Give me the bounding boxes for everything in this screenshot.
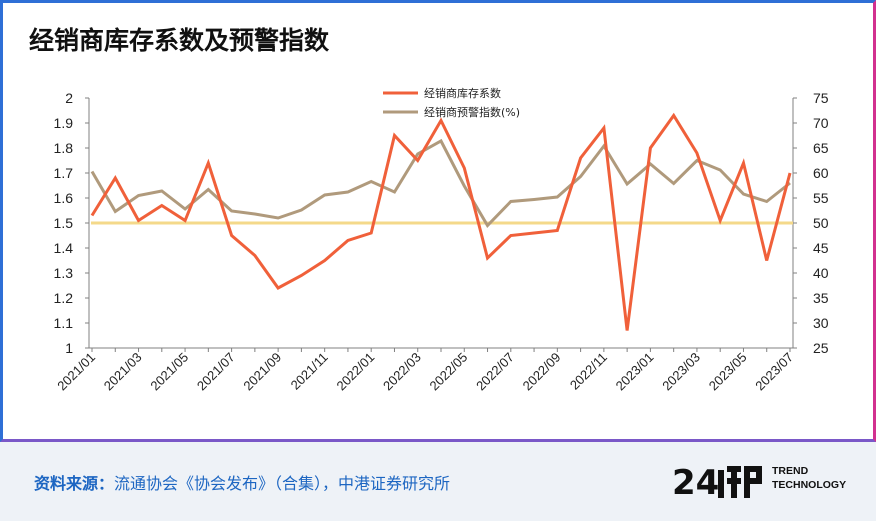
y-left-tick-label: 1.2 (54, 290, 74, 306)
y-left-tick-label: 1.5 (54, 215, 74, 231)
footer: 资料来源：流通协会《协会发布》（合集），中港证券研究所 24 TREND TEC… (0, 442, 876, 521)
y-left-tick-label: 1.3 (54, 265, 74, 281)
source-label: 资料来源： (34, 474, 115, 493)
series-line-warning (90, 138, 791, 228)
source-note: 资料来源：流通协会《协会发布》（合集），中港证券研究所 (34, 470, 450, 494)
x-tick-label: 2023/05 (706, 350, 750, 394)
x-tick-label: 2022/11 (567, 350, 610, 393)
y-right-tick-label: 75 (813, 90, 829, 106)
y-left-tick-label: 1.1 (54, 315, 74, 331)
y-right-tick-label: 45 (813, 240, 829, 256)
brand-logo-text: TREND TECHNOLOGY (772, 464, 846, 492)
x-tick-label: 2022/07 (473, 350, 517, 394)
x-tick-label: 2022/01 (333, 350, 377, 394)
y-right-tick-label: 35 (813, 290, 829, 306)
source-text: 流通协会《协会发布》（合集），中港证券研究所 (114, 474, 451, 493)
x-tick-label: 2023/01 (613, 350, 657, 394)
brand-line-2: TECHNOLOGY (772, 479, 847, 491)
line-chart: 1 1.1 1.2 1.3 1.4 1.5 1.6 1.7 1.8 1.9 2 25 30 35 40 45 5… (54, 86, 829, 394)
x-tick-label: 2022/03 (380, 350, 424, 394)
x-tick-label: 2021/01 (54, 350, 98, 394)
x-tick-label: 2023/03 (659, 350, 703, 394)
x-tick-label: 2021/07 (194, 350, 238, 394)
y-left-tick-label: 2 (65, 90, 73, 106)
x-tick-label: 2023/07 (752, 350, 796, 394)
x-tick-label: 2021/03 (101, 350, 145, 394)
y-left-tick-label: 1.6 (54, 190, 74, 206)
x-tick-label: 2022/09 (520, 350, 564, 394)
y-right-tick-label: 50 (813, 215, 829, 231)
y-right-tick-label: 70 (813, 115, 829, 131)
y-left-tick-label: 1.4 (54, 240, 74, 256)
brand-logo-icon: 24 (672, 463, 762, 503)
x-tick-label: 2021/05 (147, 350, 191, 394)
x-tick-label: 2021/09 (240, 350, 284, 394)
y-right-tick-label: 25 (813, 340, 829, 356)
y-left-tick-label: 1 (65, 340, 73, 356)
y-left-tick-label: 1.8 (54, 140, 74, 156)
legend-entry: 经销商库存系数 (424, 86, 501, 100)
brand-line-1: TREND (772, 465, 809, 477)
svg-text:24: 24 (672, 463, 719, 503)
y-right-tick-label: 55 (813, 190, 829, 206)
x-tick-label: 2021/11 (288, 350, 331, 393)
y-left-tick-label: 1.9 (54, 115, 74, 131)
y-right-tick-label: 40 (813, 265, 829, 281)
legend-entry: 经销商预警指数(%) (424, 105, 520, 119)
x-tick-label: 2022/05 (427, 350, 471, 394)
y-right-tick-label: 60 (813, 165, 829, 181)
y-right-tick-label: 65 (813, 140, 829, 156)
chart-frame: 经销商库存系数及预警指数 1 1.1 1.2 1.3 1.4 1.5 1.6 1.7 1.8 1.… (0, 0, 876, 442)
series-line-inventory (90, 112, 792, 331)
page-title: 经销商库存系数及预警指数 (29, 26, 330, 55)
y-right-tick-label: 30 (813, 315, 829, 331)
y-left-tick-label: 1.7 (54, 165, 74, 181)
